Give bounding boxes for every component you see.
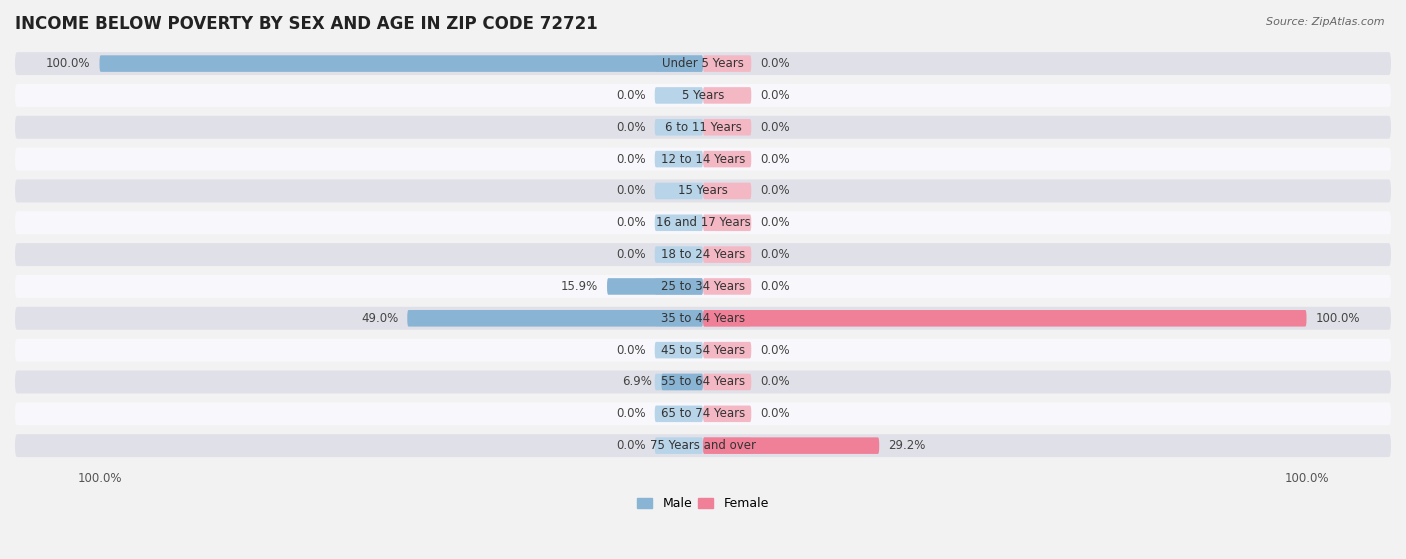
FancyBboxPatch shape bbox=[655, 374, 703, 390]
Text: 55 to 64 Years: 55 to 64 Years bbox=[661, 376, 745, 389]
FancyBboxPatch shape bbox=[655, 55, 703, 72]
FancyBboxPatch shape bbox=[15, 434, 1391, 457]
Text: 25 to 34 Years: 25 to 34 Years bbox=[661, 280, 745, 293]
FancyBboxPatch shape bbox=[655, 215, 703, 231]
Text: 65 to 74 Years: 65 to 74 Years bbox=[661, 408, 745, 420]
FancyBboxPatch shape bbox=[15, 179, 1391, 202]
FancyBboxPatch shape bbox=[655, 437, 703, 454]
FancyBboxPatch shape bbox=[15, 148, 1391, 170]
Text: INCOME BELOW POVERTY BY SEX AND AGE IN ZIP CODE 72721: INCOME BELOW POVERTY BY SEX AND AGE IN Z… bbox=[15, 15, 598, 33]
Text: 15 Years: 15 Years bbox=[678, 184, 728, 197]
FancyBboxPatch shape bbox=[703, 278, 751, 295]
Text: 0.0%: 0.0% bbox=[761, 248, 790, 261]
FancyBboxPatch shape bbox=[703, 55, 751, 72]
FancyBboxPatch shape bbox=[661, 374, 703, 390]
FancyBboxPatch shape bbox=[703, 87, 751, 104]
FancyBboxPatch shape bbox=[15, 307, 1391, 330]
FancyBboxPatch shape bbox=[703, 310, 1306, 326]
Text: 29.2%: 29.2% bbox=[889, 439, 925, 452]
Text: 0.0%: 0.0% bbox=[761, 344, 790, 357]
FancyBboxPatch shape bbox=[655, 405, 703, 422]
Text: 0.0%: 0.0% bbox=[761, 57, 790, 70]
Text: 0.0%: 0.0% bbox=[761, 216, 790, 229]
Text: 0.0%: 0.0% bbox=[616, 248, 645, 261]
Text: 0.0%: 0.0% bbox=[761, 280, 790, 293]
Text: 0.0%: 0.0% bbox=[761, 376, 790, 389]
Text: 0.0%: 0.0% bbox=[616, 153, 645, 165]
Text: 75 Years and over: 75 Years and over bbox=[650, 439, 756, 452]
Text: 0.0%: 0.0% bbox=[616, 184, 645, 197]
Text: Under 5 Years: Under 5 Years bbox=[662, 57, 744, 70]
FancyBboxPatch shape bbox=[703, 437, 751, 454]
FancyBboxPatch shape bbox=[703, 342, 751, 358]
Text: 6.9%: 6.9% bbox=[623, 376, 652, 389]
Text: Source: ZipAtlas.com: Source: ZipAtlas.com bbox=[1267, 17, 1385, 27]
FancyBboxPatch shape bbox=[100, 55, 703, 72]
FancyBboxPatch shape bbox=[703, 247, 751, 263]
Text: 0.0%: 0.0% bbox=[761, 121, 790, 134]
Text: 5 Years: 5 Years bbox=[682, 89, 724, 102]
FancyBboxPatch shape bbox=[655, 310, 703, 326]
FancyBboxPatch shape bbox=[655, 183, 703, 199]
FancyBboxPatch shape bbox=[655, 342, 703, 358]
FancyBboxPatch shape bbox=[703, 119, 751, 135]
FancyBboxPatch shape bbox=[15, 211, 1391, 234]
FancyBboxPatch shape bbox=[15, 402, 1391, 425]
Text: 0.0%: 0.0% bbox=[616, 216, 645, 229]
Text: 45 to 54 Years: 45 to 54 Years bbox=[661, 344, 745, 357]
Text: 18 to 24 Years: 18 to 24 Years bbox=[661, 248, 745, 261]
Text: 0.0%: 0.0% bbox=[616, 344, 645, 357]
FancyBboxPatch shape bbox=[655, 151, 703, 167]
Text: 0.0%: 0.0% bbox=[761, 89, 790, 102]
FancyBboxPatch shape bbox=[408, 310, 703, 326]
Text: 0.0%: 0.0% bbox=[761, 408, 790, 420]
Text: 12 to 14 Years: 12 to 14 Years bbox=[661, 153, 745, 165]
FancyBboxPatch shape bbox=[655, 278, 703, 295]
FancyBboxPatch shape bbox=[703, 310, 751, 326]
Text: 0.0%: 0.0% bbox=[616, 408, 645, 420]
FancyBboxPatch shape bbox=[703, 405, 751, 422]
FancyBboxPatch shape bbox=[15, 275, 1391, 298]
FancyBboxPatch shape bbox=[15, 339, 1391, 362]
FancyBboxPatch shape bbox=[15, 84, 1391, 107]
Text: 0.0%: 0.0% bbox=[616, 89, 645, 102]
Text: 16 and 17 Years: 16 and 17 Years bbox=[655, 216, 751, 229]
FancyBboxPatch shape bbox=[15, 52, 1391, 75]
Text: 0.0%: 0.0% bbox=[616, 121, 645, 134]
FancyBboxPatch shape bbox=[655, 247, 703, 263]
Text: 0.0%: 0.0% bbox=[761, 184, 790, 197]
FancyBboxPatch shape bbox=[703, 215, 751, 231]
FancyBboxPatch shape bbox=[703, 374, 751, 390]
Text: 49.0%: 49.0% bbox=[361, 312, 398, 325]
FancyBboxPatch shape bbox=[607, 278, 703, 295]
Text: 0.0%: 0.0% bbox=[616, 439, 645, 452]
Text: 0.0%: 0.0% bbox=[761, 153, 790, 165]
FancyBboxPatch shape bbox=[15, 371, 1391, 394]
FancyBboxPatch shape bbox=[15, 116, 1391, 139]
Text: 100.0%: 100.0% bbox=[46, 57, 90, 70]
FancyBboxPatch shape bbox=[703, 437, 879, 454]
FancyBboxPatch shape bbox=[655, 87, 703, 104]
Text: 15.9%: 15.9% bbox=[561, 280, 598, 293]
Text: 6 to 11 Years: 6 to 11 Years bbox=[665, 121, 741, 134]
Text: 35 to 44 Years: 35 to 44 Years bbox=[661, 312, 745, 325]
FancyBboxPatch shape bbox=[703, 151, 751, 167]
FancyBboxPatch shape bbox=[655, 119, 703, 135]
FancyBboxPatch shape bbox=[15, 243, 1391, 266]
FancyBboxPatch shape bbox=[703, 183, 751, 199]
Text: 100.0%: 100.0% bbox=[1316, 312, 1360, 325]
Legend: Male, Female: Male, Female bbox=[633, 492, 773, 515]
